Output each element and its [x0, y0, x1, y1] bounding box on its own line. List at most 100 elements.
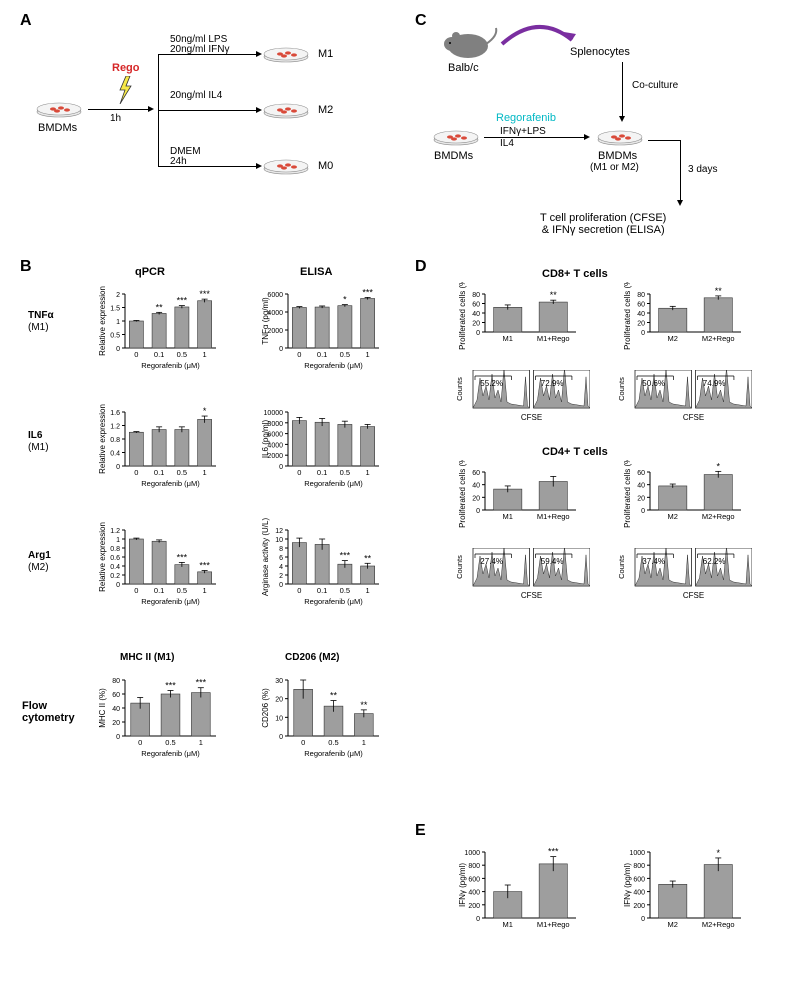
- svg-text:60: 60: [472, 470, 480, 477]
- svg-text:Proliferated cells (%): Proliferated cells (%): [623, 282, 632, 350]
- svg-text:0: 0: [297, 468, 301, 477]
- svg-text:400: 400: [468, 890, 480, 897]
- svg-text:***: ***: [199, 289, 210, 299]
- mhc-label: MHC II (M1): [120, 652, 174, 663]
- svg-text:1: 1: [199, 738, 203, 747]
- svg-text:0.8: 0.8: [110, 546, 120, 553]
- svg-text:***: ***: [362, 287, 373, 297]
- svg-text:72.9%: 72.9%: [541, 379, 564, 388]
- svg-text:10: 10: [275, 715, 283, 722]
- svg-text:1: 1: [116, 537, 120, 544]
- cd206-label: CD206 (M2): [285, 652, 339, 663]
- svg-text:Counts: Counts: [455, 555, 464, 579]
- svg-text:0: 0: [134, 350, 138, 359]
- svg-text:60: 60: [637, 470, 645, 477]
- bmdm-label: BMDMs: [38, 122, 77, 134]
- svg-text:1: 1: [366, 468, 370, 477]
- svg-text:***: ***: [340, 551, 351, 561]
- svg-text:*: *: [343, 295, 347, 305]
- cd8-title: CD8+ T cells: [542, 268, 608, 280]
- svg-text:0.1: 0.1: [154, 586, 164, 595]
- svg-text:27.4%: 27.4%: [480, 557, 503, 566]
- chart-cd8-m1: 020406080M1**M1+RegoProliferated cells (…: [455, 282, 580, 354]
- svg-text:0.5: 0.5: [177, 586, 187, 595]
- svg-text:0.5: 0.5: [110, 333, 120, 340]
- svg-text:***: ***: [177, 296, 188, 306]
- svg-text:Regorafenib (μM): Regorafenib (μM): [304, 597, 363, 606]
- arg1-name: Arg1: [28, 550, 51, 561]
- chart-tnfa-qpcr: 00.511.520**0.1***0.5***1Relative expres…: [95, 282, 220, 370]
- svg-text:1: 1: [203, 350, 207, 359]
- cd4-title: CD4+ T cells: [542, 446, 608, 458]
- svg-text:M1+Rego: M1+Rego: [537, 512, 570, 521]
- hist-cd4-m1: Counts 27.4% 59.4% CFSE: [455, 548, 590, 600]
- coculture-label: Co-culture: [632, 80, 678, 91]
- il6-pol: (M1): [28, 442, 49, 453]
- svg-text:M2+Rego: M2+Rego: [702, 512, 735, 521]
- svg-text:60: 60: [472, 302, 480, 309]
- arrow-coculture: [622, 62, 623, 116]
- svg-text:0: 0: [134, 468, 138, 477]
- bmdm2-label: BMDMs: [598, 150, 637, 162]
- svg-text:12: 12: [275, 528, 283, 535]
- svg-text:1000: 1000: [464, 850, 480, 857]
- svg-text:0: 0: [134, 586, 138, 595]
- svg-text:*: *: [716, 848, 720, 858]
- svg-text:0: 0: [641, 916, 645, 923]
- svg-text:Counts: Counts: [455, 377, 464, 401]
- svg-text:74.9%: 74.9%: [703, 379, 726, 388]
- svg-text:2: 2: [116, 292, 120, 299]
- svg-text:M1: M1: [503, 920, 513, 929]
- svg-text:Regorafenib (μM): Regorafenib (μM): [304, 479, 363, 488]
- svg-text:Relative expression: Relative expression: [98, 286, 107, 356]
- svg-text:0.5: 0.5: [340, 350, 350, 359]
- svg-text:80: 80: [112, 678, 120, 685]
- svg-text:1: 1: [203, 468, 207, 477]
- svg-text:0: 0: [116, 734, 120, 741]
- svg-text:IFNγ (pg/ml): IFNγ (pg/ml): [458, 863, 467, 907]
- svg-text:0.4: 0.4: [110, 451, 120, 458]
- elisa-title: ELISA: [300, 266, 332, 278]
- svg-text:M1+Rego: M1+Rego: [537, 334, 570, 343]
- svg-text:**: **: [330, 691, 338, 701]
- svg-text:4: 4: [279, 564, 283, 571]
- svg-text:Regorafenib (μM): Regorafenib (μM): [304, 361, 363, 370]
- svg-text:*: *: [716, 461, 720, 471]
- svg-text:80: 80: [472, 292, 480, 299]
- svg-text:Regorafenib (μM): Regorafenib (μM): [141, 479, 200, 488]
- svg-text:CD206 (%): CD206 (%): [261, 688, 270, 728]
- svg-text:0: 0: [641, 508, 645, 515]
- arrow-1h: [88, 109, 148, 110]
- svg-text:59.4%: 59.4%: [541, 557, 564, 566]
- svg-text:Regorafenib (μM): Regorafenib (μM): [141, 597, 200, 606]
- svg-text:**: **: [156, 302, 164, 312]
- svg-text:600: 600: [633, 876, 645, 883]
- m1m2-label: (M1 or M2): [590, 162, 639, 173]
- balbc-label: Balb/c: [448, 62, 479, 74]
- panel-c-label: C: [415, 12, 427, 30]
- svg-text:20: 20: [637, 321, 645, 328]
- chart-arg-elisa: 02468101200.1***0.5**1Arginase activity …: [258, 518, 383, 606]
- chart-e-m1: 02004006008001000M1***M1+RegoIFNγ (pg/ml…: [455, 840, 580, 940]
- hist-cd8-m2: Counts50.6%74.9%CFSE: [617, 370, 752, 422]
- mouse-icon: [440, 22, 500, 62]
- hist-cd8-m1: Counts55.2%72.9%CFSE: [455, 370, 590, 422]
- svg-text:200: 200: [468, 903, 480, 910]
- arg1-pol: (M2): [28, 562, 49, 573]
- il4-label: IL4: [500, 138, 514, 149]
- svg-text:0.1: 0.1: [317, 350, 327, 359]
- svg-text:Relative expression: Relative expression: [98, 404, 107, 474]
- svg-text:8: 8: [279, 546, 283, 553]
- svg-text:Relative expression: Relative expression: [98, 522, 107, 592]
- svg-text:Proliferated cells (%): Proliferated cells (%): [623, 460, 632, 528]
- svg-text:1.2: 1.2: [110, 424, 120, 431]
- svg-text:Regorafenib (μM): Regorafenib (μM): [304, 749, 363, 758]
- svg-text:CFSE: CFSE: [521, 591, 542, 600]
- dish-bmdm-c: [432, 128, 480, 146]
- svg-text:400: 400: [633, 890, 645, 897]
- svg-text:0.8: 0.8: [110, 437, 120, 444]
- svg-text:0.5: 0.5: [177, 350, 187, 359]
- svg-text:*: *: [203, 406, 207, 416]
- svg-text:50.6%: 50.6%: [642, 379, 665, 388]
- svg-text:55.2%: 55.2%: [480, 379, 503, 388]
